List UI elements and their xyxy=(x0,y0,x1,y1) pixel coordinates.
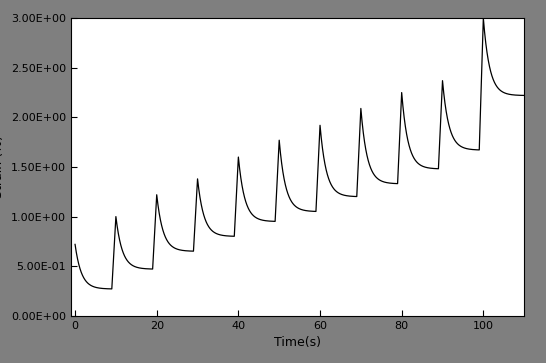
X-axis label: Time(s): Time(s) xyxy=(274,336,321,349)
Y-axis label: Strain (%): Strain (%) xyxy=(0,135,5,199)
